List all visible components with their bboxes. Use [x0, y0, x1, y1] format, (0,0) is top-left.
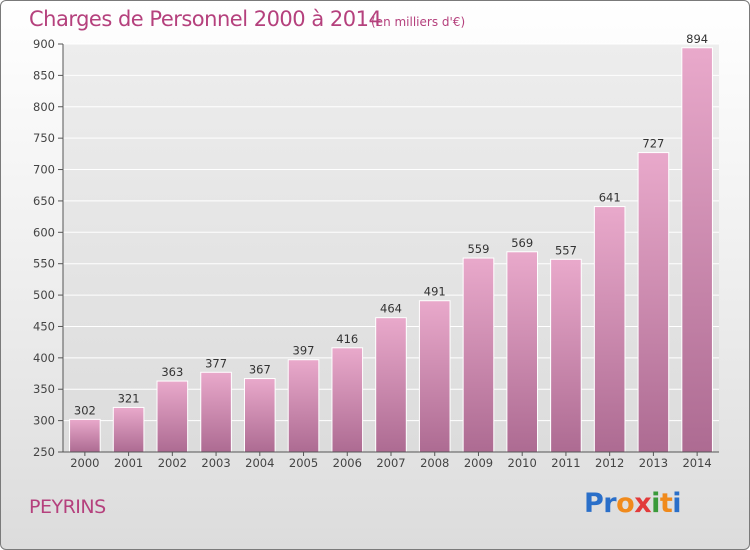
x-tick-label: 2007 — [376, 456, 405, 470]
bar — [112, 406, 145, 453]
logo-letter: i — [651, 488, 660, 519]
bar — [287, 359, 320, 453]
data-label: 321 — [118, 391, 140, 405]
commune-name: PEYRINS — [29, 496, 106, 518]
x-tick-label: 2013 — [639, 456, 668, 470]
logo-letter: P — [584, 488, 604, 519]
data-label: 727 — [642, 137, 664, 151]
logo-letter: i — [672, 488, 682, 519]
data-label: 377 — [205, 356, 227, 370]
data-label: 641 — [599, 191, 621, 205]
logo-letter: x — [634, 488, 652, 519]
data-label: 894 — [686, 32, 708, 46]
y-tick-label: 450 — [33, 319, 55, 333]
data-label: 416 — [336, 332, 358, 346]
y-tick-label: 350 — [33, 382, 55, 396]
y-tick-label: 800 — [33, 100, 55, 114]
proxiti-logo: Proxiti — [584, 488, 682, 519]
y-tick-label: 300 — [33, 414, 55, 428]
logo-letter: t — [659, 488, 673, 519]
bar — [462, 257, 495, 453]
x-tick-label: 2003 — [201, 456, 230, 470]
data-label: 397 — [293, 344, 315, 358]
bar — [593, 206, 626, 453]
x-tick-label: 2009 — [464, 456, 493, 470]
y-tick-label: 700 — [33, 163, 55, 177]
y-tick-label: 750 — [33, 131, 55, 145]
bar — [156, 380, 189, 453]
bar — [375, 317, 407, 453]
x-tick-label: 2002 — [158, 456, 187, 470]
x-tick-label: 2011 — [551, 456, 580, 470]
x-tick-label: 2012 — [595, 456, 624, 470]
bar — [243, 378, 276, 453]
y-tick-label: 250 — [33, 445, 55, 459]
bar — [637, 152, 670, 453]
data-label: 367 — [249, 363, 271, 377]
data-label: 559 — [467, 242, 489, 256]
x-tick-label: 2004 — [245, 456, 274, 470]
bar — [418, 300, 451, 453]
y-tick-label: 400 — [33, 351, 55, 365]
y-tick-label: 500 — [33, 288, 55, 302]
bar — [550, 258, 582, 453]
data-label: 464 — [380, 302, 402, 316]
bar — [200, 371, 232, 453]
y-tick-label: 600 — [33, 225, 55, 239]
x-tick-label: 2010 — [508, 456, 537, 470]
chart-title: Charges de Personnel 2000 à 2014 — [29, 7, 382, 31]
x-tick-label: 2006 — [333, 456, 362, 470]
logo-letter: r — [603, 488, 617, 519]
y-tick-label: 550 — [33, 257, 55, 271]
bar — [506, 251, 539, 453]
data-label: 569 — [511, 236, 533, 250]
bar — [681, 47, 713, 453]
x-tick-label: 2001 — [114, 456, 143, 470]
x-tick-label: 2014 — [682, 456, 711, 470]
data-label: 363 — [161, 365, 183, 379]
x-tick-label: 2008 — [420, 456, 449, 470]
y-tick-label: 900 — [33, 37, 55, 51]
data-label: 302 — [74, 403, 96, 417]
data-label: 491 — [424, 285, 446, 299]
bar — [69, 418, 101, 453]
y-tick-label: 850 — [33, 68, 55, 82]
bar — [331, 347, 364, 453]
x-tick-label: 2005 — [289, 456, 318, 470]
x-tick-label: 2000 — [70, 456, 99, 470]
y-tick-label: 650 — [33, 194, 55, 208]
chart-subtitle: (en milliers d'€) — [371, 15, 466, 29]
logo-letter: o — [616, 488, 635, 519]
data-label: 557 — [555, 243, 577, 257]
